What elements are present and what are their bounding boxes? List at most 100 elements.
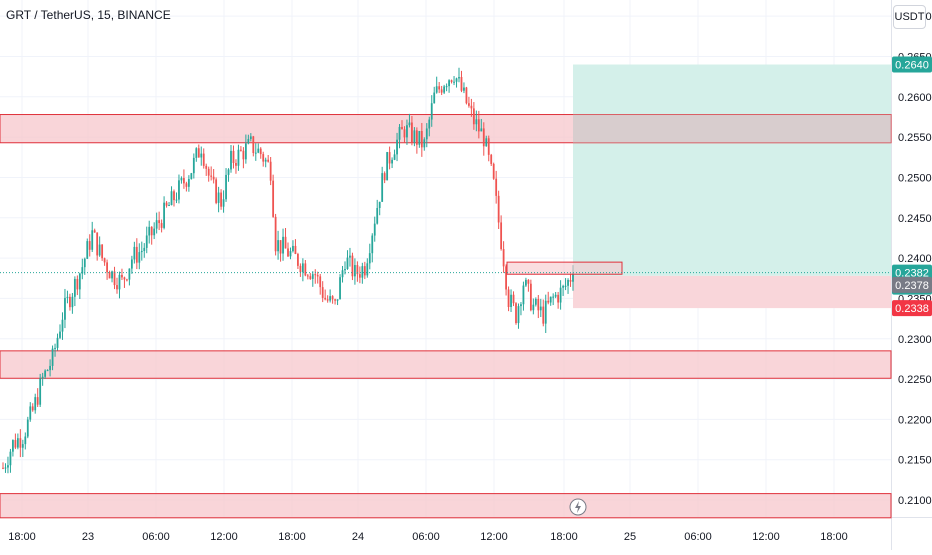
candle-body: [319, 276, 322, 288]
candle-body: [158, 220, 161, 224]
candle-body: [277, 240, 279, 252]
candle-body: [64, 297, 66, 320]
candle-body: [289, 251, 292, 257]
candle-body: [259, 148, 262, 155]
last-price-label: 0.2382: [895, 268, 929, 280]
candle-body: [262, 154, 265, 162]
candle-body: [225, 174, 227, 200]
candle-body: [423, 139, 426, 148]
candle-body: [324, 297, 327, 300]
candle-body: [435, 86, 438, 93]
candle-body: [470, 105, 473, 109]
candle-body: [562, 286, 564, 288]
candle-body: [190, 173, 193, 180]
resistance-zone[interactable]: [0, 493, 892, 519]
candle-body: [244, 143, 247, 160]
candle-body: [532, 304, 535, 311]
candle-body: [316, 275, 319, 277]
candle-body: [212, 176, 215, 180]
candle-body: [482, 128, 485, 147]
candle-body: [118, 274, 121, 290]
candle-body: [311, 274, 314, 279]
candle-body: [354, 265, 356, 277]
candle-body: [465, 87, 468, 104]
candle-body: [495, 178, 498, 196]
candle-body: [554, 294, 557, 297]
stop-price-label-bg: [892, 300, 932, 317]
candle-body: [314, 274, 317, 276]
candle-body: [525, 279, 527, 286]
candle-body: [520, 304, 522, 307]
candle-body: [455, 78, 458, 82]
candle-body: [557, 294, 560, 303]
candle-body: [477, 119, 480, 132]
candle-body: [515, 303, 517, 324]
candle-body: [537, 299, 540, 311]
x-tick-label: 06:00: [412, 531, 440, 543]
candle-body: [346, 257, 349, 270]
candle-body: [254, 152, 257, 154]
candle-body: [413, 130, 416, 143]
resistance-zone[interactable]: [0, 350, 892, 379]
candle-body: [88, 241, 91, 250]
candle-body: [51, 348, 54, 366]
candle-body: [443, 86, 446, 93]
candle-body: [195, 148, 198, 158]
candle-body: [173, 191, 175, 201]
candle-body: [272, 180, 275, 217]
candle-body: [227, 169, 230, 175]
candle-body: [165, 202, 168, 206]
candle-body: [81, 267, 84, 274]
candle-body: [428, 119, 431, 129]
candle-body: [56, 337, 59, 348]
candle-body: [448, 80, 450, 87]
x-tick-label: 24: [352, 531, 364, 543]
candle-body: [145, 235, 148, 248]
candle-body: [497, 195, 500, 223]
x-tick-label: 18:00: [550, 531, 578, 543]
candle-body: [160, 223, 163, 228]
candle-body: [39, 378, 42, 405]
candle-body: [507, 289, 510, 308]
currency-button[interactable]: USDT: [893, 5, 926, 29]
candle-body: [282, 236, 284, 254]
candle-body: [430, 103, 433, 120]
candle-body: [192, 157, 195, 174]
candle-body: [235, 163, 237, 166]
candle-body: [529, 283, 532, 311]
candle-body: [9, 451, 12, 466]
candle-body: [468, 103, 470, 106]
candle-body: [398, 126, 401, 140]
candle-body: [113, 271, 116, 286]
candle-body: [197, 148, 200, 158]
position-stop-area[interactable]: [573, 275, 891, 309]
candle-body: [96, 232, 99, 256]
candle-body: [458, 77, 460, 79]
candle-body: [61, 319, 64, 332]
candle-body: [527, 279, 530, 284]
candle-body: [242, 150, 245, 160]
candle-body: [155, 220, 158, 229]
candle-body: [264, 159, 267, 162]
position-target-area[interactable]: [573, 64, 891, 276]
candle-body: [69, 296, 71, 308]
candle-body: [34, 397, 37, 411]
candle-body: [83, 258, 86, 268]
candle-body: [153, 228, 156, 236]
candle-body: [358, 274, 361, 278]
candle-body: [502, 249, 505, 267]
candle-body: [415, 130, 418, 145]
candle-body: [123, 277, 126, 280]
candle-body: [121, 274, 123, 278]
candle-body: [274, 216, 277, 252]
candle-body: [180, 178, 183, 181]
candle-body: [252, 136, 255, 153]
candle-body: [334, 299, 336, 301]
candle-body: [331, 296, 334, 300]
entry-zone-box[interactable]: [506, 261, 623, 275]
x-tick-label: 18:00: [8, 531, 36, 543]
candle-body: [433, 92, 436, 104]
candle-body: [294, 245, 297, 254]
